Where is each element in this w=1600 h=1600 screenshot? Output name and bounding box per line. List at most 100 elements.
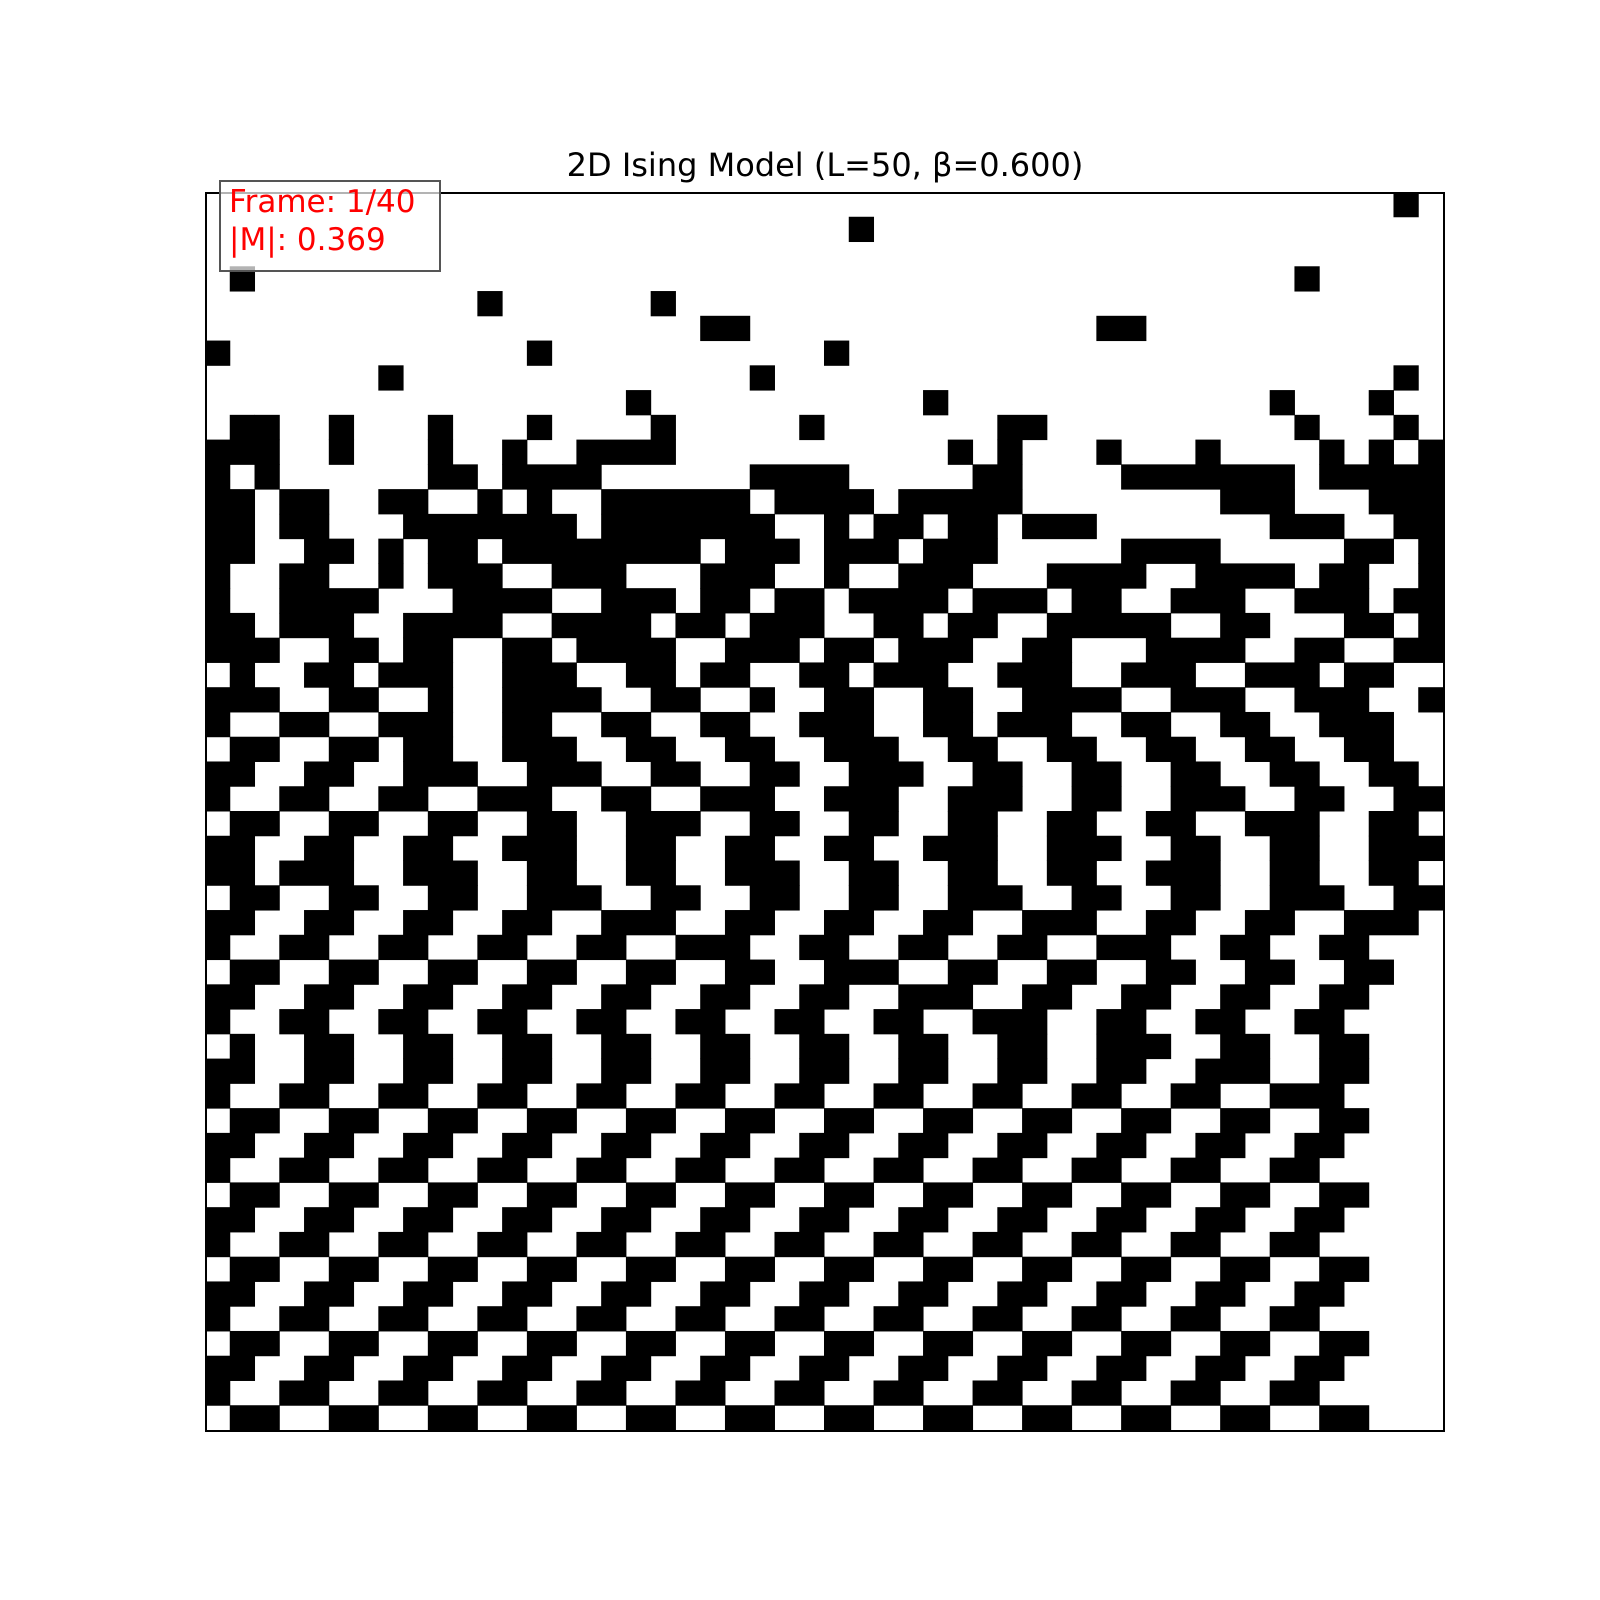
spin-down-cell	[749, 761, 800, 787]
spin-down-cell	[749, 885, 800, 911]
spin-down-cell	[749, 464, 850, 490]
spin-down-cell	[304, 1207, 355, 1233]
spin-down-cell	[1220, 1330, 1271, 1357]
spin-down-cell	[403, 860, 478, 886]
spin-down-cell	[1096, 1207, 1147, 1233]
spin-down-cell	[873, 1157, 924, 1183]
spin-down-cell	[403, 835, 454, 862]
spin-down-cell	[1145, 736, 1196, 762]
frame-counter-label: Frame: 1/40	[229, 184, 416, 220]
spin-down-cell	[1269, 1380, 1320, 1406]
spin-down-cell	[1121, 984, 1172, 1010]
spin-down-cell	[1121, 1108, 1172, 1134]
spin-down-cell	[328, 637, 379, 663]
spin-down-cell	[205, 1231, 231, 1258]
spin-down-cell	[279, 513, 330, 540]
spin-down-cell	[799, 984, 850, 1010]
spin-down-cell	[502, 464, 602, 490]
spin-down-cell	[972, 761, 1023, 787]
spin-down-cell	[799, 1281, 850, 1307]
spin-down-cell	[675, 1380, 726, 1406]
spin-down-cell	[1393, 513, 1443, 540]
spin-down-cell	[650, 414, 676, 441]
spin-down-cell	[923, 1182, 974, 1208]
spin-down-cell	[650, 885, 701, 911]
spin-down-cell	[477, 1083, 528, 1109]
spin-down-cell	[824, 538, 899, 564]
spin-down-cell	[427, 563, 503, 589]
spin-down-cell	[205, 588, 231, 614]
spin-down-cell	[724, 637, 800, 663]
spin-down-cell	[304, 1132, 355, 1159]
info-box	[219, 180, 441, 272]
spin-down-cell	[947, 959, 998, 985]
spin-down-cell	[972, 1231, 1023, 1258]
spin-down-cell	[205, 637, 280, 663]
spin-down-cell	[403, 1207, 454, 1233]
spin-down-cell	[873, 1306, 924, 1332]
spin-down-cell	[675, 1306, 726, 1332]
spin-down-cell	[1022, 1256, 1073, 1282]
spin-down-cell	[625, 390, 652, 416]
spin-down-cell	[1170, 761, 1221, 787]
spin-down-cell	[205, 563, 231, 589]
spin-down-cell	[873, 1380, 924, 1406]
spin-down-cell	[205, 711, 231, 738]
spin-down-cell	[675, 934, 751, 961]
spin-down-cell	[724, 1330, 775, 1357]
spin-down-cell	[1022, 1330, 1073, 1357]
spin-down-cell	[1343, 959, 1394, 985]
spin-down-cell	[625, 662, 676, 688]
spin-down-cell	[279, 563, 330, 589]
spin-down-cell	[898, 1207, 949, 1233]
spin-down-cell	[774, 1231, 825, 1258]
spin-down-cell	[1170, 835, 1221, 862]
spin-down-cell	[526, 1182, 577, 1208]
spin-down-cell	[229, 1033, 256, 1060]
spin-down-cell	[799, 1132, 850, 1159]
spin-down-cell	[1269, 1157, 1320, 1183]
spin-down-cell	[1368, 860, 1419, 886]
spin-down-cell	[1220, 934, 1271, 961]
spin-down-cell	[378, 662, 454, 688]
spin-down-cell	[328, 811, 379, 837]
spin-down-cell	[378, 1231, 429, 1258]
spin-down-cell	[774, 588, 825, 614]
spin-down-cell	[1096, 934, 1172, 961]
spin-down-cell	[1220, 711, 1271, 738]
spin-down-cell	[229, 1108, 280, 1134]
spin-down-cell	[749, 365, 775, 391]
spin-down-cell	[1121, 1182, 1172, 1208]
spin-down-cell	[1071, 1306, 1122, 1332]
spin-down-cell	[1170, 885, 1221, 911]
spin-down-cell	[1418, 538, 1443, 564]
spin-down-cell	[824, 687, 875, 713]
spin-down-cell	[1294, 414, 1320, 441]
spin-down-cell	[601, 786, 652, 812]
spin-down-cell	[824, 736, 899, 762]
spin-down-cell	[526, 1330, 577, 1357]
spin-down-cell	[947, 860, 998, 886]
spin-down-cell	[625, 736, 676, 762]
spin-down-cell	[1170, 1083, 1221, 1109]
spin-down-cell	[1368, 761, 1419, 787]
spin-down-cell	[724, 1182, 775, 1208]
spin-down-cell	[799, 934, 850, 961]
spin-down-cell	[1121, 1330, 1172, 1357]
spin-down-cell	[1170, 1306, 1221, 1332]
spin-down-cell	[279, 612, 355, 639]
spin-down-cell	[378, 1083, 429, 1109]
spin-down-cell	[502, 711, 553, 738]
spin-down-cell	[502, 1355, 553, 1381]
spin-down-cell	[1046, 959, 1097, 985]
spin-down-cell	[1195, 1281, 1246, 1307]
spin-down-cell	[1121, 538, 1221, 564]
spin-down-cell	[576, 1157, 627, 1183]
spin-down-cell	[502, 736, 577, 762]
spin-down-cell	[403, 1132, 454, 1159]
spin-down-cell	[502, 538, 701, 564]
spin-down-cell	[526, 1256, 577, 1282]
spin-down-cell	[1220, 1405, 1271, 1430]
spin-down-cell	[1368, 439, 1394, 465]
spin-down-cell	[279, 489, 330, 515]
